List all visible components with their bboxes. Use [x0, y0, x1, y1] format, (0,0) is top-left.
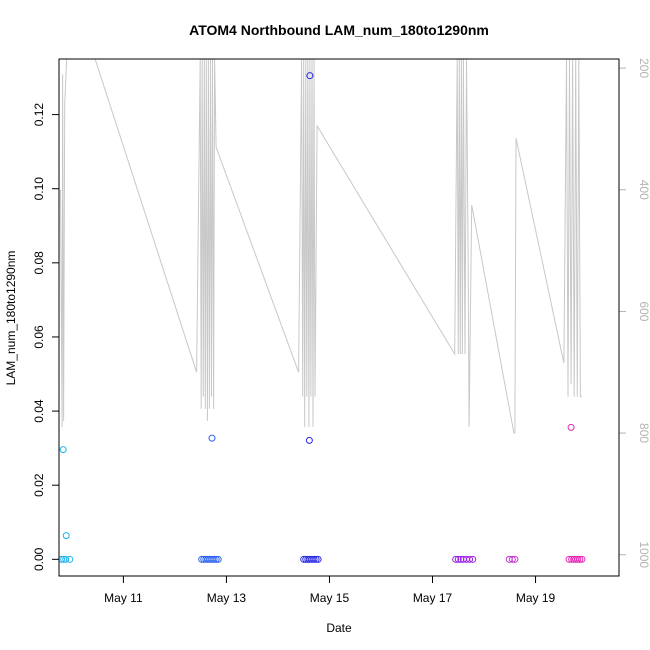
x-axis-label: Date — [326, 621, 352, 635]
right-tick-label-0: 200 — [637, 58, 650, 78]
y-tick-label-4: 0.08 — [32, 251, 46, 275]
data-point-6 — [208, 434, 216, 442]
data-point-14 — [212, 555, 220, 563]
right-tick-label-1: 400 — [637, 180, 650, 200]
y-tick-label-1: 0.02 — [32, 473, 46, 497]
y-tick-label-5: 0.10 — [32, 177, 46, 201]
plot-frame — [58, 58, 620, 577]
data-point-0 — [59, 446, 67, 454]
y-axis: 0.00 0.02 0.04 0.06 0.08 0.10 0.12 — [32, 103, 60, 571]
data-point-36 — [567, 423, 575, 431]
data-point-43 — [578, 555, 586, 563]
y-tick-label-2: 0.04 — [32, 399, 46, 423]
right-tick-label-3: 800 — [637, 423, 650, 443]
chart-title: ATOM4 Northbound LAM_num_180to1290nm — [189, 22, 489, 38]
data-point-25 — [314, 555, 322, 563]
secondary-series — [60, 58, 582, 434]
data-point-23 — [310, 555, 318, 563]
data-point-13 — [210, 555, 218, 563]
data-point-35 — [511, 555, 519, 563]
data-point-26 — [452, 555, 460, 563]
data-point-24 — [312, 555, 320, 563]
x-tick-label-1: May 13 — [207, 591, 247, 605]
data-point-41 — [574, 555, 582, 563]
x-tick-label-0: May 11 — [104, 591, 143, 605]
x-tick-label-3: May 17 — [413, 591, 453, 605]
data-point-27 — [454, 555, 462, 563]
y-tick-label-3: 0.06 — [32, 325, 46, 349]
secondary-series-line — [60, 58, 582, 434]
right-tick-label-4: 1000 — [637, 541, 650, 568]
data-point-37 — [565, 555, 573, 563]
data-point-31 — [466, 555, 474, 563]
data-point-15 — [214, 555, 222, 563]
data-point-4 — [62, 555, 70, 563]
data-point-16 — [306, 72, 314, 80]
right-tick-label-2: 600 — [637, 301, 650, 321]
right-axis: 200 400 600 800 1000 — [618, 58, 650, 568]
data-point-1 — [62, 532, 70, 540]
x-tick-label-2: May 15 — [310, 591, 350, 605]
y-tick-label-6: 0.12 — [32, 103, 46, 127]
data-point-32 — [469, 555, 477, 563]
data-point-17 — [305, 436, 313, 444]
data-point-42 — [576, 555, 584, 563]
x-tick-label-4: May 19 — [516, 591, 556, 605]
x-axis: May 11 May 13 May 15 May 17 May 19 — [104, 575, 556, 605]
y-axis-label: LAM_num_180to1290nm — [4, 251, 18, 386]
y-tick-label-0: 0.00 — [32, 547, 46, 571]
data-point-5 — [66, 555, 74, 563]
data-point-34 — [508, 555, 516, 563]
data-points — [58, 72, 586, 563]
